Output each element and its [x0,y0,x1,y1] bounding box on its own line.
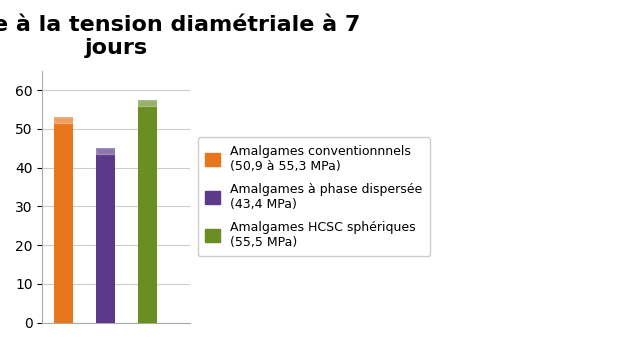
Title: Résistance à la tension diamétriale à 7
jours: Résistance à la tension diamétriale à 7 … [0,15,361,58]
Bar [138,100,158,322]
Legend: Amalgames conventionnnels
(50,9 à 55,3 MPa), Amalgames à phase dispersée
(43,4 M: Amalgames conventionnnels (50,9 à 55,3 M… [198,137,430,256]
Bar [138,100,158,106]
Bar [96,148,115,322]
Bar [96,148,115,154]
Bar [54,117,73,322]
Bar [54,117,73,123]
